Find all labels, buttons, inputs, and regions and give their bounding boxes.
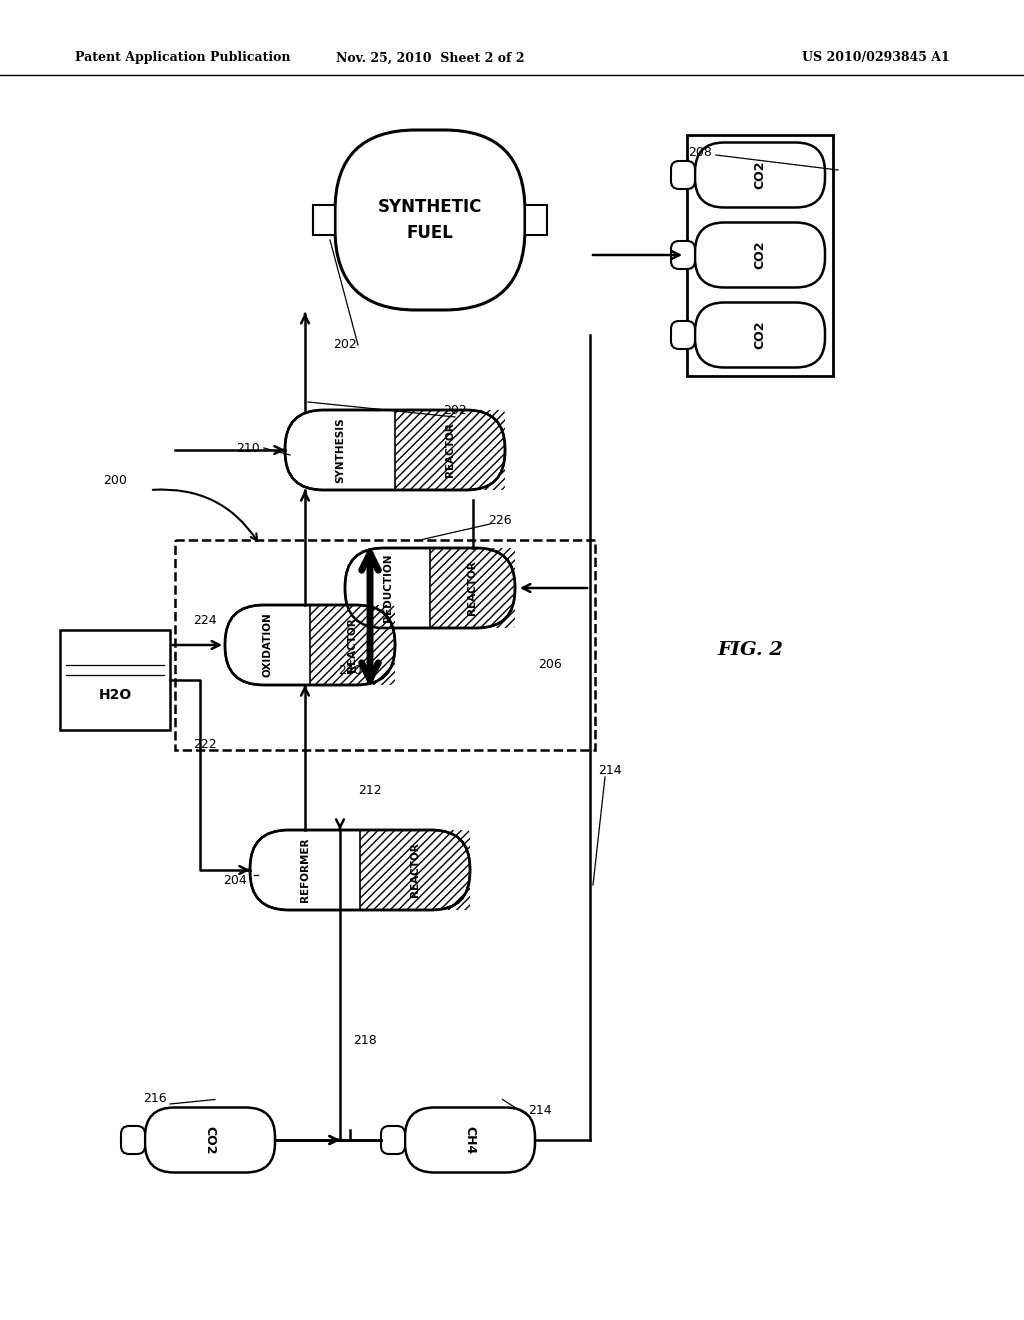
FancyBboxPatch shape bbox=[671, 321, 695, 348]
FancyBboxPatch shape bbox=[406, 1107, 535, 1172]
Text: REDUCTION: REDUCTION bbox=[383, 554, 392, 622]
Text: 222: 222 bbox=[194, 738, 217, 751]
Text: Nov. 25, 2010  Sheet 2 of 2: Nov. 25, 2010 Sheet 2 of 2 bbox=[336, 51, 524, 65]
FancyBboxPatch shape bbox=[335, 129, 525, 310]
Text: US 2010/0293845 A1: US 2010/0293845 A1 bbox=[802, 51, 950, 65]
Text: Patent Application Publication: Patent Application Publication bbox=[75, 51, 291, 65]
Text: REACTOR: REACTOR bbox=[410, 842, 420, 898]
FancyBboxPatch shape bbox=[695, 143, 825, 207]
FancyBboxPatch shape bbox=[525, 205, 547, 235]
Text: 206: 206 bbox=[539, 659, 562, 672]
Text: 220: 220 bbox=[338, 664, 361, 676]
Text: 208: 208 bbox=[688, 145, 712, 158]
FancyBboxPatch shape bbox=[285, 411, 505, 490]
Text: 204: 204 bbox=[223, 874, 247, 887]
Text: CO2: CO2 bbox=[204, 1126, 216, 1154]
Bar bbox=[687, 135, 833, 375]
FancyBboxPatch shape bbox=[225, 605, 395, 685]
Text: 202: 202 bbox=[443, 404, 467, 417]
FancyBboxPatch shape bbox=[671, 161, 695, 189]
Text: CH4: CH4 bbox=[464, 1126, 476, 1154]
FancyBboxPatch shape bbox=[313, 205, 335, 235]
Text: FIG. 2: FIG. 2 bbox=[717, 642, 783, 659]
FancyBboxPatch shape bbox=[250, 830, 470, 909]
FancyBboxPatch shape bbox=[671, 242, 695, 269]
Text: REACTOR: REACTOR bbox=[468, 561, 477, 615]
Text: 200: 200 bbox=[103, 474, 127, 487]
FancyBboxPatch shape bbox=[695, 223, 825, 288]
Text: 202: 202 bbox=[333, 338, 357, 351]
Text: 224: 224 bbox=[194, 614, 217, 627]
Text: REFORMER: REFORMER bbox=[300, 838, 310, 903]
FancyBboxPatch shape bbox=[381, 1126, 406, 1154]
Text: SYNTHESIS: SYNTHESIS bbox=[335, 417, 345, 483]
Text: REACTOR: REACTOR bbox=[347, 618, 357, 672]
Text: 214: 214 bbox=[528, 1104, 552, 1117]
Text: CO2: CO2 bbox=[754, 161, 767, 189]
Text: CO2: CO2 bbox=[754, 321, 767, 350]
Text: 226: 226 bbox=[488, 513, 512, 527]
FancyBboxPatch shape bbox=[345, 548, 515, 628]
FancyBboxPatch shape bbox=[121, 1126, 145, 1154]
Text: SYNTHETIC
FUEL: SYNTHETIC FUEL bbox=[378, 198, 482, 242]
Bar bbox=[175, 540, 595, 750]
Text: 214: 214 bbox=[598, 763, 622, 776]
Text: OXIDATION: OXIDATION bbox=[262, 612, 272, 677]
Text: 218: 218 bbox=[353, 1034, 377, 1047]
Bar bbox=[60, 630, 170, 730]
FancyBboxPatch shape bbox=[695, 302, 825, 367]
Text: CO2: CO2 bbox=[754, 240, 767, 269]
Text: 216: 216 bbox=[143, 1092, 167, 1105]
Text: H2O: H2O bbox=[98, 688, 132, 702]
Text: 210: 210 bbox=[237, 441, 260, 454]
FancyBboxPatch shape bbox=[145, 1107, 275, 1172]
Text: REACTOR: REACTOR bbox=[445, 422, 455, 478]
Text: 212: 212 bbox=[358, 784, 382, 796]
